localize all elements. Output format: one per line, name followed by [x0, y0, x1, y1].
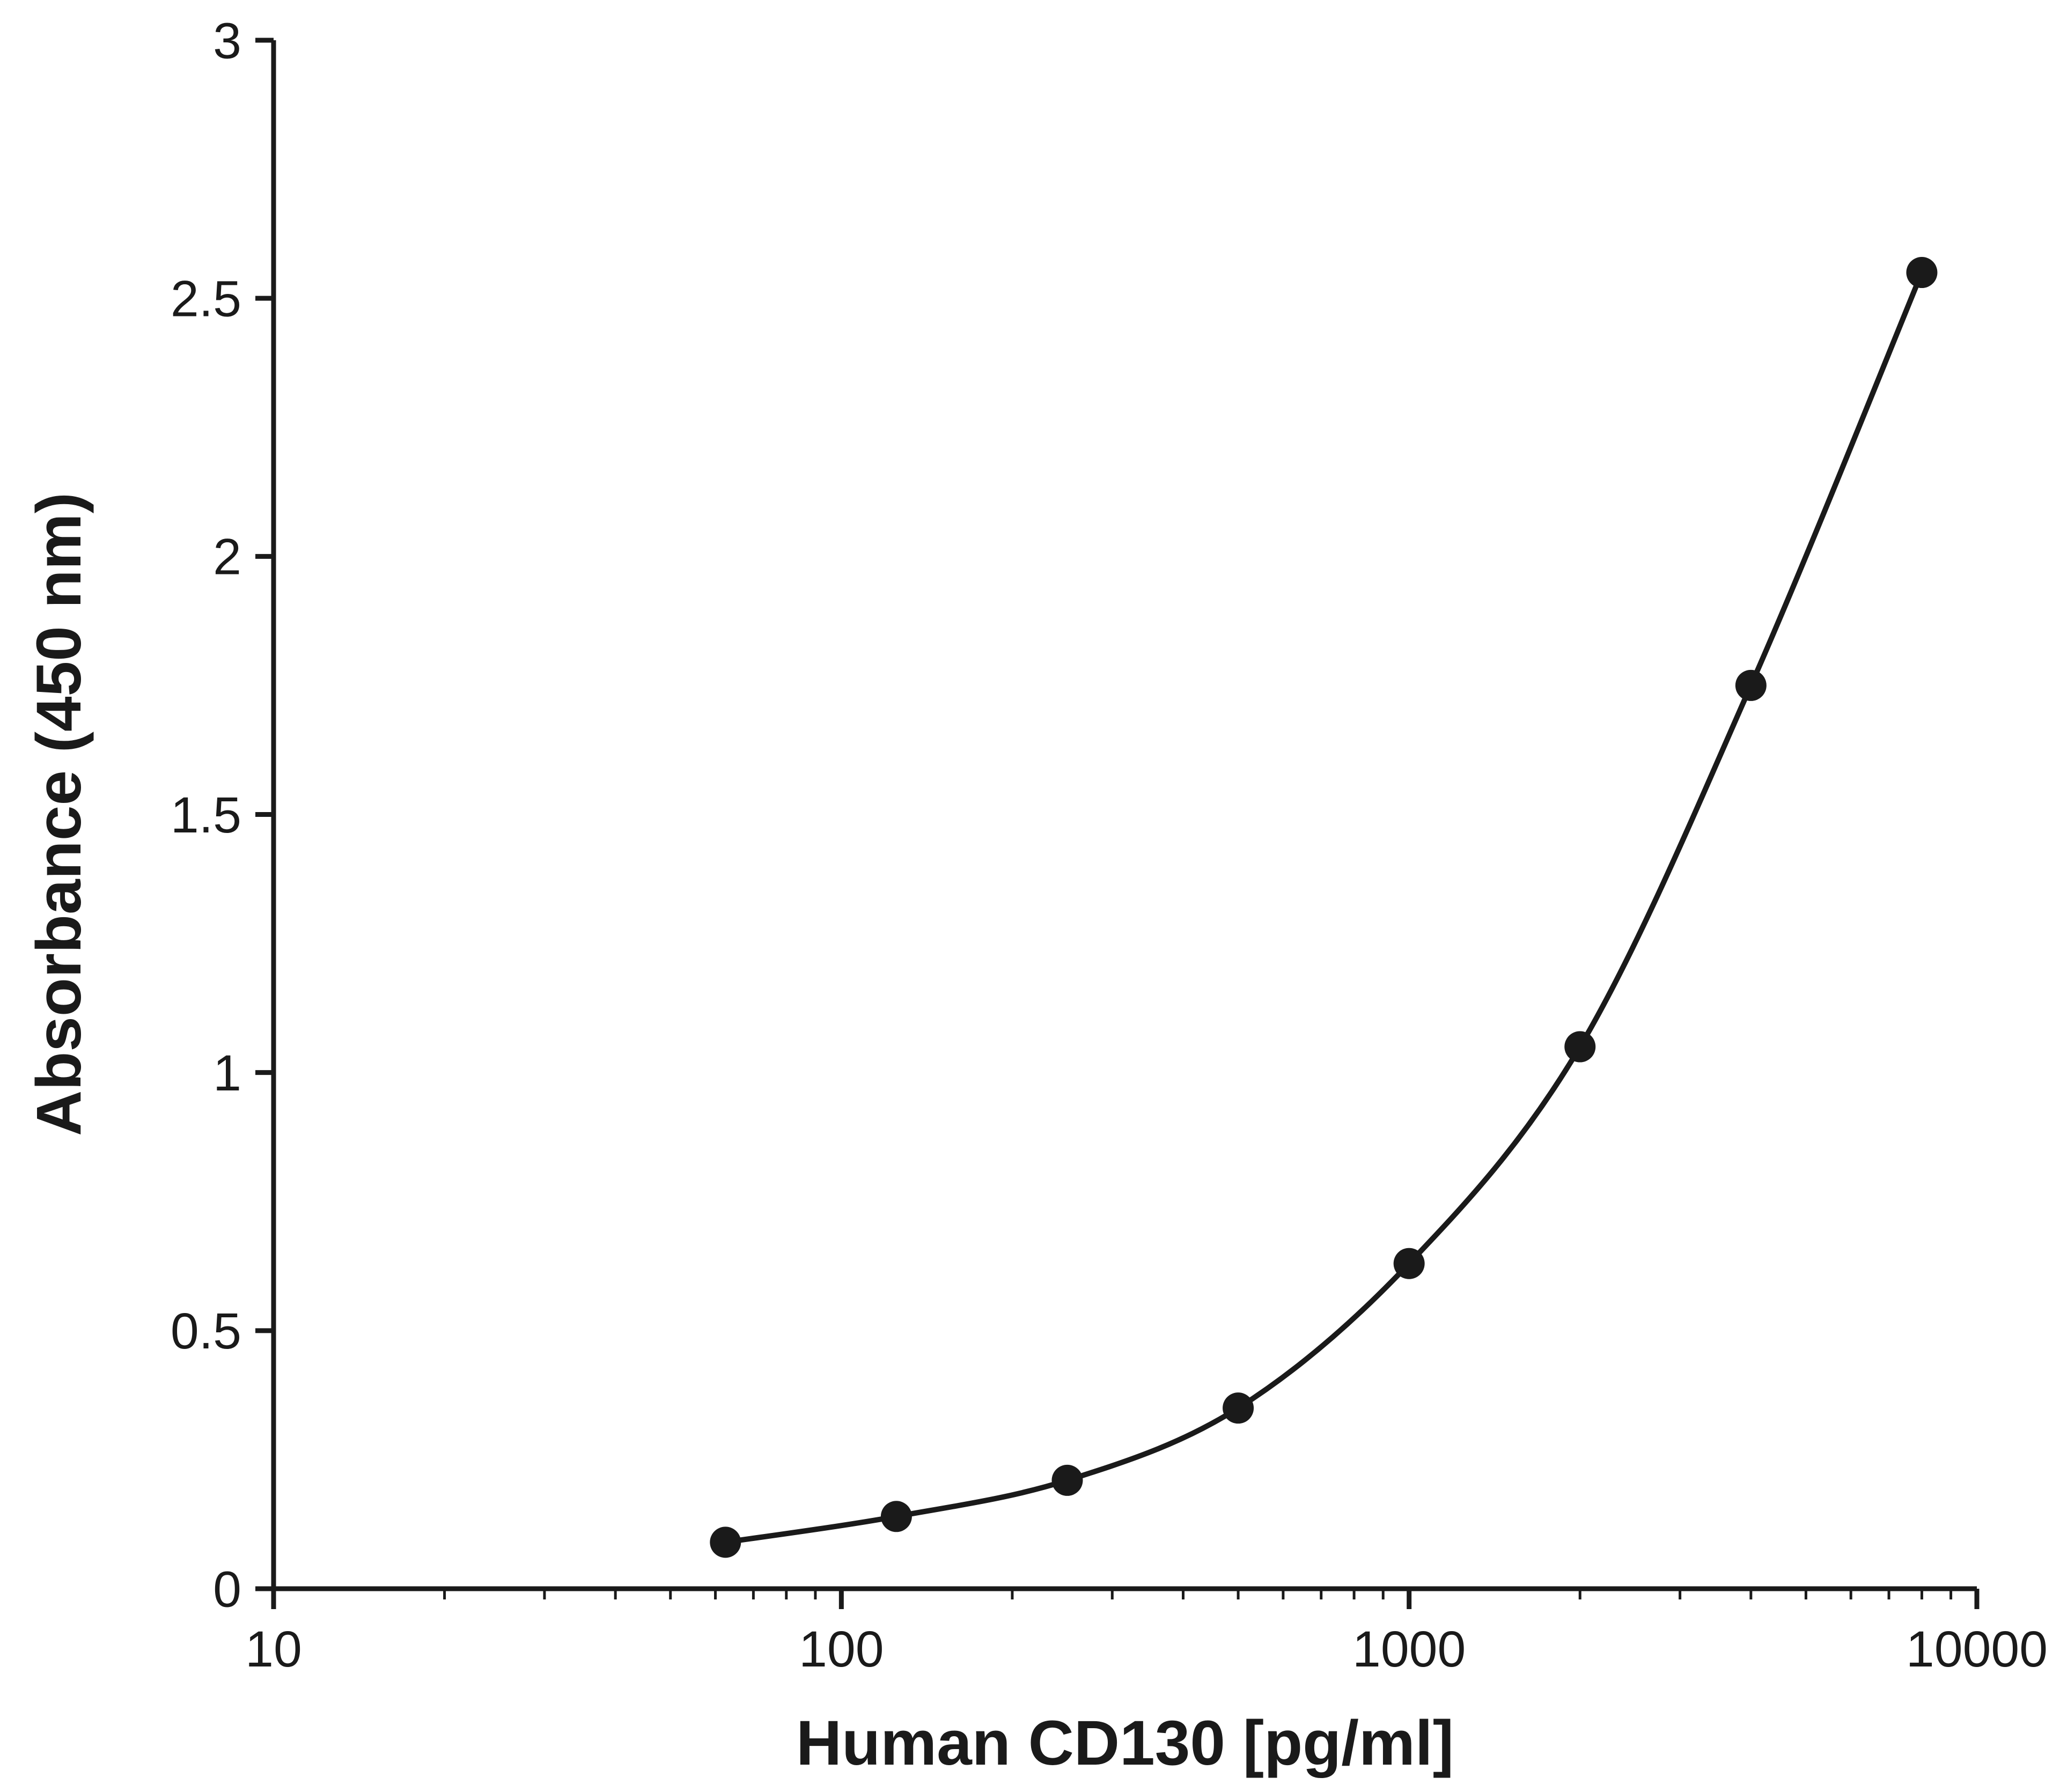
- x-axis-title: Human CD130 [pg/ml]: [796, 1708, 1454, 1779]
- data-point-marker: [1393, 1248, 1425, 1279]
- data-point-marker: [1223, 1392, 1254, 1424]
- y-tick-label: 1.5: [171, 787, 241, 844]
- x-tick-label: 10000: [1906, 1621, 2048, 1678]
- curve-line: [723, 270, 1925, 1545]
- x-tick-label: 10: [245, 1621, 302, 1678]
- data-point-marker: [1735, 669, 1767, 701]
- plot-area: 0 0.5 1 1.5 2 2.5 3 10 100 1000 10000: [171, 12, 2048, 1678]
- data-point-marker: [1906, 257, 1938, 289]
- y-tick-label: 3: [213, 12, 241, 69]
- data-point-marker: [1564, 1031, 1596, 1063]
- y-tick-label: 0: [213, 1561, 241, 1618]
- data-point-marker: [1051, 1464, 1083, 1496]
- y-axis-title: Absorbance (450 nm): [24, 492, 94, 1136]
- data-point-marker: [880, 1501, 912, 1532]
- x-tick-label: 100: [799, 1621, 884, 1678]
- y-tick-label: 1: [213, 1045, 241, 1102]
- data-point-marker: [710, 1526, 741, 1558]
- y-tick-label: 0.5: [171, 1303, 241, 1360]
- y-tick-label: 2.5: [171, 270, 241, 327]
- x-tick-label: 1000: [1352, 1621, 1466, 1678]
- y-tick-label: 2: [213, 529, 241, 586]
